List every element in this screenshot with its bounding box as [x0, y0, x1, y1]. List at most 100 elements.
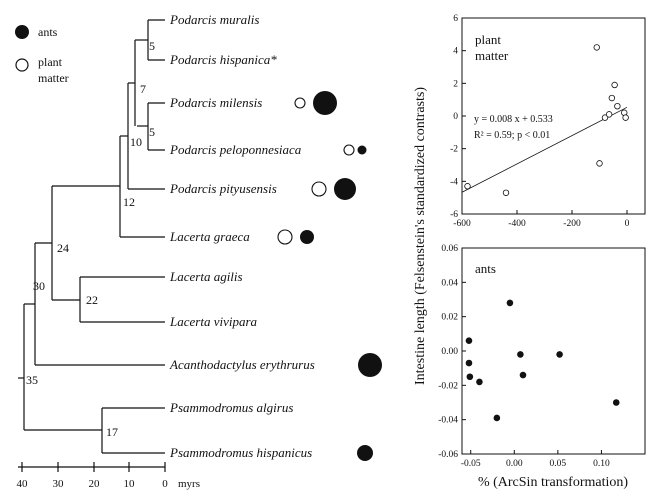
x-tick-label: -400	[508, 219, 526, 229]
plant-panel-title-line1: plant	[475, 32, 501, 47]
taxon-label: Podarcis pityusensis	[169, 181, 277, 196]
plant-panel-ticks: 6 4 2 0 -2 -4 -6-600 -400 -200 0	[450, 14, 630, 229]
time-axis-tick-label: 40	[17, 478, 29, 490]
ants-marker	[334, 178, 356, 200]
node-label: 30	[33, 279, 45, 293]
regression-line	[461, 106, 628, 193]
taxon-label: Lacerta vivipara	[169, 314, 258, 329]
x-tick-label: -0.05	[461, 459, 481, 469]
ants-marker	[357, 445, 373, 461]
plant-legend-label-line1: plant	[38, 55, 63, 69]
y-tick-label: 2	[453, 79, 458, 89]
data-point	[612, 399, 620, 406]
y-tick-label: 0	[453, 112, 458, 122]
plant-marker	[277, 229, 293, 245]
taxon-label: Podarcis peloponnesiaca	[169, 142, 302, 157]
y-tick-label: -6	[450, 210, 458, 220]
time-axis-tick-label: 30	[53, 478, 65, 490]
ants-panel: 0.06 0.04 0.02 0.00 -0.02 -0.04 -0.06-0.05 0.00…	[438, 244, 646, 469]
data-point	[493, 414, 501, 422]
data-point	[622, 114, 629, 121]
node-labels: 5 5 7 10 12 24 22 30 35 17	[26, 39, 155, 439]
taxon-label: Podarcis hispanica*	[169, 52, 277, 67]
taxon-label: Psammodromus hispanicus	[169, 445, 312, 460]
data-point	[614, 102, 621, 110]
ants-marker	[358, 353, 382, 377]
data-point	[556, 351, 563, 358]
data-point	[465, 359, 473, 367]
x-tick-label: 0.10	[593, 459, 610, 469]
taxon-labels: Podarcis muralis Podarcis hispanica* Pod…	[169, 12, 315, 460]
taxon-label: Podarcis milensis	[169, 95, 262, 110]
y-tick-label: 0.02	[441, 313, 458, 323]
data-point	[464, 183, 471, 190]
time-axis-tick-label: 0	[162, 478, 168, 490]
plant-panel-title-line2: matter	[475, 48, 509, 63]
ants-panel-points	[465, 299, 620, 422]
x-tick-label: -200	[563, 219, 581, 229]
node-label: 24	[57, 241, 69, 255]
ants-marker	[357, 145, 367, 155]
y-tick-label: 6	[453, 14, 458, 24]
data-point	[506, 299, 514, 307]
data-point	[519, 371, 527, 379]
data-point	[465, 337, 473, 345]
taxon-label: Lacerta graeca	[169, 229, 250, 244]
shared-y-axis-label: Intestine length (Felsenstein's standard…	[413, 87, 428, 385]
y-tick-label: 0.04	[441, 278, 458, 288]
data-point	[517, 351, 524, 358]
data-point	[601, 114, 609, 121]
data-point	[476, 378, 483, 386]
ants-marker	[313, 91, 337, 115]
plant-legend-marker	[15, 58, 29, 72]
node-label: 7	[140, 82, 146, 96]
ants-panel-frame	[461, 247, 646, 455]
ants-marker	[300, 230, 314, 244]
x-tick-label: 0	[625, 219, 630, 229]
time-axis-unit: myrs	[178, 478, 200, 490]
plant-marker	[311, 181, 327, 197]
diet-markers	[277, 91, 382, 461]
data-point	[593, 44, 600, 51]
taxon-label: Acanthodactylus erythrurus	[169, 357, 315, 372]
ants-legend-label: ants	[38, 25, 58, 39]
y-tick-label: -2	[450, 145, 458, 155]
node-label: 5	[149, 125, 155, 139]
plant-marker	[294, 97, 306, 109]
ants-panel-title: ants	[475, 261, 496, 276]
node-label: 5	[149, 39, 155, 53]
time-axis-tick-label: 10	[124, 478, 136, 490]
plant-panel-points	[464, 44, 629, 196]
regression-r2: R² = 0.59; p < 0.01	[474, 130, 550, 141]
y-tick-label: -4	[450, 177, 458, 187]
data-point	[596, 160, 603, 167]
y-tick-label: -0.04	[438, 416, 458, 426]
y-tick-label: -0.06	[438, 450, 458, 460]
data-point	[605, 111, 613, 118]
y-tick-label: 0.00	[441, 347, 458, 357]
shared-x-axis-label: % (ArcSin transformation)	[478, 475, 628, 490]
node-label: 35	[26, 373, 38, 387]
taxon-label: Podarcis muralis	[169, 12, 259, 27]
data-point	[466, 373, 474, 381]
plant-legend-label-line2: matter	[38, 71, 69, 85]
taxon-label: Psammodromus algirus	[169, 400, 293, 415]
time-axis-tick-label: 20	[89, 478, 101, 490]
data-point	[608, 94, 616, 102]
time-axis: 40 30 20 10 0 myrs	[17, 462, 200, 490]
node-label: 22	[86, 293, 98, 307]
node-label: 12	[123, 195, 135, 209]
plant-matter-panel: 6 4 2 0 -2 -4 -6-600 -400 -200 0 plant matter y =…	[450, 14, 646, 229]
x-tick-label: 0.05	[550, 459, 567, 469]
node-label: 17	[106, 425, 118, 439]
regression-equation: y = 0.008 x + 0.533	[474, 114, 553, 125]
taxon-label: Lacerta agilis	[169, 269, 243, 284]
phylogenetic-tree	[18, 19, 165, 454]
plant-marker	[343, 144, 355, 156]
x-tick-label: 0.00	[506, 459, 523, 469]
ants-legend-marker	[15, 25, 29, 39]
y-tick-label: 4	[453, 47, 458, 57]
node-label: 10	[130, 135, 142, 149]
ants-panel-ticks: 0.06 0.04 0.02 0.00 -0.02 -0.04 -0.06-0.05 0.00…	[438, 244, 610, 469]
